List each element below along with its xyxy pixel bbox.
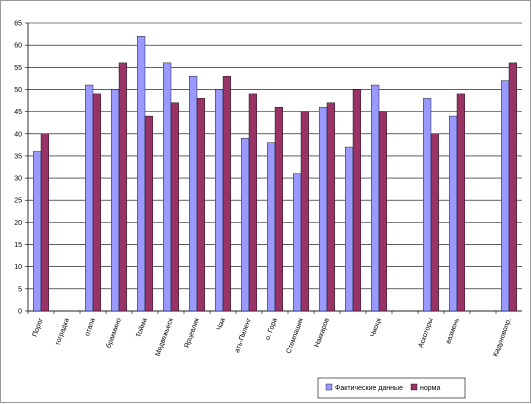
bar	[319, 106, 328, 312]
bar	[188, 75, 198, 312]
y-tick-label: 20	[14, 220, 22, 227]
bar	[423, 98, 432, 312]
bar	[84, 84, 94, 312]
bar	[118, 62, 128, 312]
bar	[248, 93, 258, 312]
bar	[430, 133, 440, 312]
bar	[162, 62, 172, 312]
x-tick-label: Чаа	[216, 317, 227, 331]
legend-box	[317, 377, 466, 399]
bar	[449, 115, 458, 312]
bar	[40, 133, 50, 312]
bar	[300, 111, 310, 312]
y-tick-label: 30	[14, 176, 22, 183]
bar	[293, 173, 302, 312]
legend-swatch	[325, 383, 333, 391]
bar	[240, 137, 250, 312]
bar	[92, 93, 102, 312]
bar	[170, 102, 180, 312]
y-tick-label: 0	[18, 309, 22, 316]
bar	[144, 115, 154, 312]
bar	[352, 89, 362, 312]
legend-swatch	[410, 383, 418, 391]
bar	[378, 111, 388, 312]
bar	[371, 84, 380, 312]
y-tick-label: 10	[14, 264, 22, 271]
bar	[196, 98, 206, 312]
bar	[214, 89, 224, 312]
legend-label: норма	[420, 385, 440, 392]
bar	[33, 151, 42, 312]
bar	[136, 36, 146, 312]
y-tick-label: 50	[14, 87, 22, 94]
legend-label: Фактические данные	[335, 385, 403, 392]
bar	[345, 146, 354, 312]
y-tick-label: 45	[14, 109, 22, 116]
y-tick-label: 55	[14, 65, 22, 72]
bar	[326, 102, 336, 312]
bar	[110, 89, 120, 312]
y-tick-label: 65	[14, 21, 22, 28]
y-tick-label: 60	[14, 43, 22, 50]
bar	[501, 80, 510, 312]
y-tick-label: 25	[14, 198, 22, 205]
y-tick-label: 40	[14, 131, 22, 138]
y-tick-label: 5	[18, 286, 22, 293]
bar	[267, 142, 276, 312]
y-tick-label: 15	[14, 242, 22, 249]
bar	[456, 93, 466, 312]
y-tick-label: 35	[14, 153, 22, 160]
bar	[508, 62, 518, 312]
bar	[222, 75, 232, 312]
bar	[274, 106, 284, 312]
